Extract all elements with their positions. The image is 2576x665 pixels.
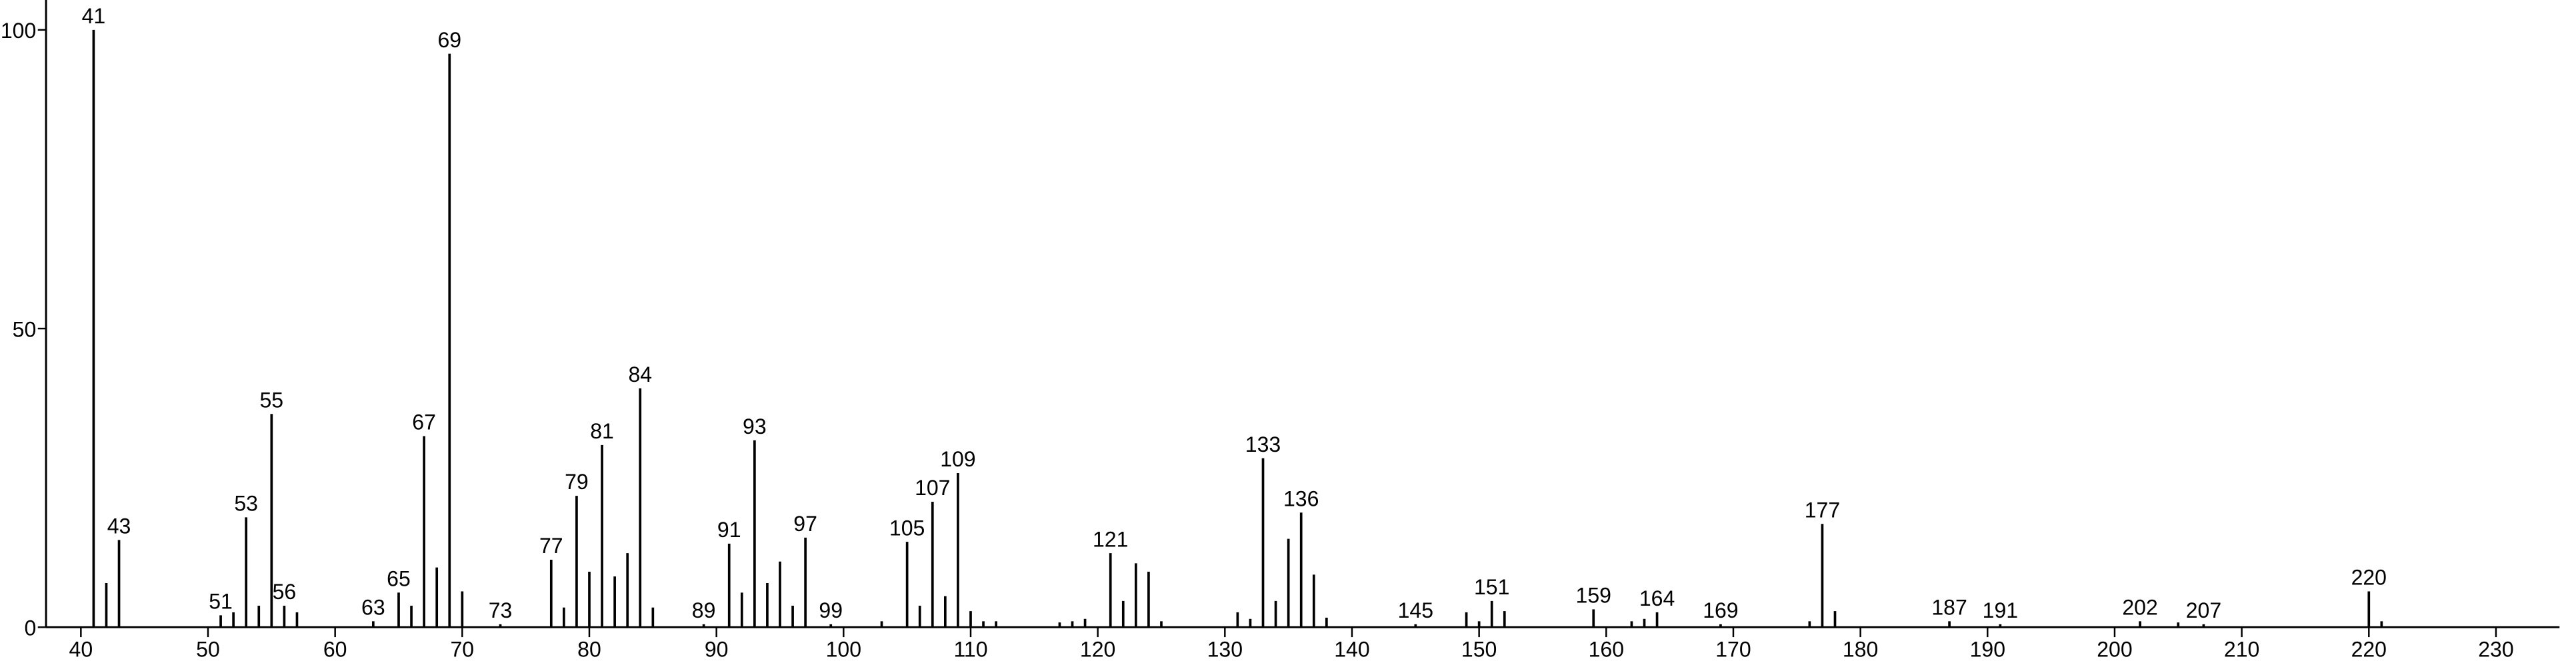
peak-label: 121 (1093, 527, 1128, 551)
x-tick-label: 150 (1461, 638, 1497, 662)
peak-label: 67 (412, 410, 436, 434)
peak-label: 97 (793, 512, 817, 536)
peak-label: 77 (539, 534, 563, 558)
x-tick-label: 50 (196, 638, 220, 662)
peak-label: 107 (915, 476, 950, 500)
peak-label: 81 (590, 419, 614, 443)
x-tick-label: 60 (323, 638, 347, 662)
peak-label: 93 (743, 414, 767, 438)
peak-label: 207 (2186, 598, 2221, 622)
peak-label: 159 (1576, 584, 1611, 608)
x-tick-label: 110 (953, 638, 987, 662)
peak-label: 55 (260, 388, 284, 412)
peak-label: 84 (628, 362, 652, 386)
peak-label: 105 (889, 516, 925, 540)
x-tick-label: 120 (1080, 638, 1115, 662)
x-tick-label: 190 (1970, 638, 2005, 662)
peak-label: 89 (692, 598, 716, 622)
x-tick-label: 70 (451, 638, 475, 662)
x-tick-label: 230 (2478, 638, 2513, 662)
x-tick-label: 140 (1334, 638, 1369, 662)
peak-label: 79 (565, 470, 589, 494)
peak-label: 151 (1474, 575, 1509, 599)
y-tick-label: 100 (1, 19, 36, 43)
peak-label: 56 (273, 580, 297, 604)
peak-label: 53 (234, 492, 258, 516)
x-tick-label: 220 (2351, 638, 2387, 662)
y-tick-label: 0 (24, 616, 36, 640)
x-tick-label: 180 (1843, 638, 1878, 662)
peak-label: 91 (717, 518, 741, 542)
peak-label: 41 (82, 4, 106, 28)
peak-label: 187 (1931, 596, 1967, 620)
x-tick-label: 170 (1715, 638, 1751, 662)
x-tick-label: 160 (1589, 638, 1624, 662)
x-tick-label: 130 (1207, 638, 1243, 662)
peak-label: 51 (209, 590, 233, 614)
peak-label: 145 (1398, 598, 1433, 622)
peak-label: 63 (361, 596, 385, 620)
peak-label: 136 (1283, 486, 1319, 510)
peak-label: 220 (2351, 566, 2387, 590)
peak-label: 69 (437, 28, 461, 52)
y-tick-label: 50 (13, 317, 37, 341)
peak-label: 65 (387, 566, 411, 590)
peak-label: 164 (1639, 586, 1675, 610)
x-tick-label: 40 (69, 638, 93, 662)
peak-label: 109 (940, 447, 975, 471)
x-tick-label: 200 (2097, 638, 2132, 662)
peak-label: 202 (2122, 596, 2157, 620)
peak-label: 43 (107, 514, 131, 538)
x-tick-label: 90 (705, 638, 729, 662)
peak-label: 133 (1245, 432, 1281, 456)
peak-label: 73 (489, 598, 513, 622)
x-tick-label: 80 (577, 638, 601, 662)
peak-label: 169 (1703, 598, 1738, 622)
peak-label: 191 (1983, 598, 2018, 622)
peak-label: 177 (1805, 498, 1840, 522)
peak-label: 99 (819, 598, 843, 622)
x-tick-label: 100 (826, 638, 861, 662)
x-tick-label: 210 (2224, 638, 2259, 662)
